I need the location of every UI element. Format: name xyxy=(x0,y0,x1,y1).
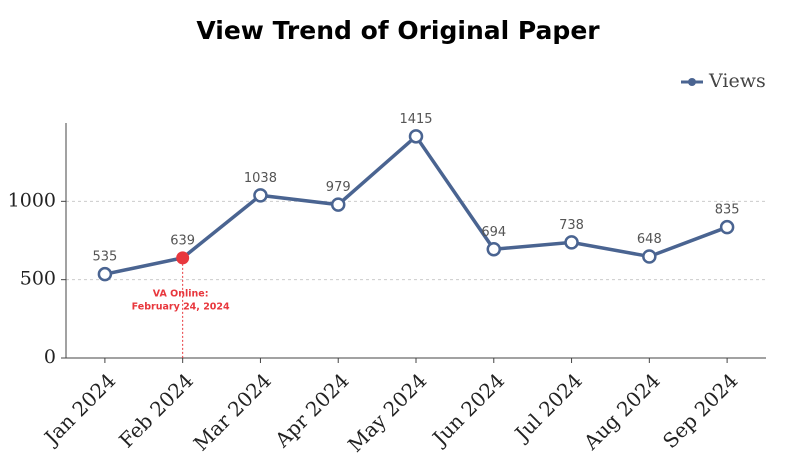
data-point xyxy=(176,251,190,265)
data-point xyxy=(719,219,735,235)
data-label: 648 xyxy=(637,232,662,247)
x-tick-label: Aug 2024 xyxy=(578,368,665,455)
x-tick-label: Jul 2024 xyxy=(509,368,587,446)
x-tick-label: Sep 2024 xyxy=(658,368,743,453)
x-tick-label: Feb 2024 xyxy=(114,368,198,452)
legend-label: Views xyxy=(708,70,766,92)
data-label: 738 xyxy=(559,218,584,233)
y-tick-label: 1000 xyxy=(8,189,56,211)
data-point xyxy=(97,266,113,282)
data-label: 639 xyxy=(170,233,195,248)
x-tick-label: Jun 2024 xyxy=(426,368,509,451)
data-label: 535 xyxy=(92,250,117,265)
data-label: 1415 xyxy=(399,112,432,127)
data-label: 694 xyxy=(481,225,506,240)
data-point xyxy=(564,235,579,250)
data-point xyxy=(642,249,657,264)
x-tick-label: May 2024 xyxy=(343,368,431,456)
data-label: 1038 xyxy=(244,171,277,186)
x-tick-label: Jan 2024 xyxy=(38,368,120,450)
chart-title: View Trend of Original Paper xyxy=(196,16,600,45)
x-tick-label: Apr 2024 xyxy=(269,368,353,452)
annotation-text: VA Online: xyxy=(153,289,209,300)
y-tick-label: 0 xyxy=(44,346,56,368)
x-tick-label: Mar 2024 xyxy=(189,368,276,455)
data-point xyxy=(408,129,424,144)
series-line xyxy=(104,133,728,276)
legend-marker xyxy=(688,78,696,86)
annotation-text: February 24, 2024 xyxy=(132,302,230,313)
data-point xyxy=(253,188,268,203)
data-point xyxy=(486,242,502,257)
data-label: 835 xyxy=(715,203,740,218)
data-label: 979 xyxy=(326,180,351,195)
y-tick-label: 500 xyxy=(20,268,56,290)
data-point xyxy=(330,197,346,212)
